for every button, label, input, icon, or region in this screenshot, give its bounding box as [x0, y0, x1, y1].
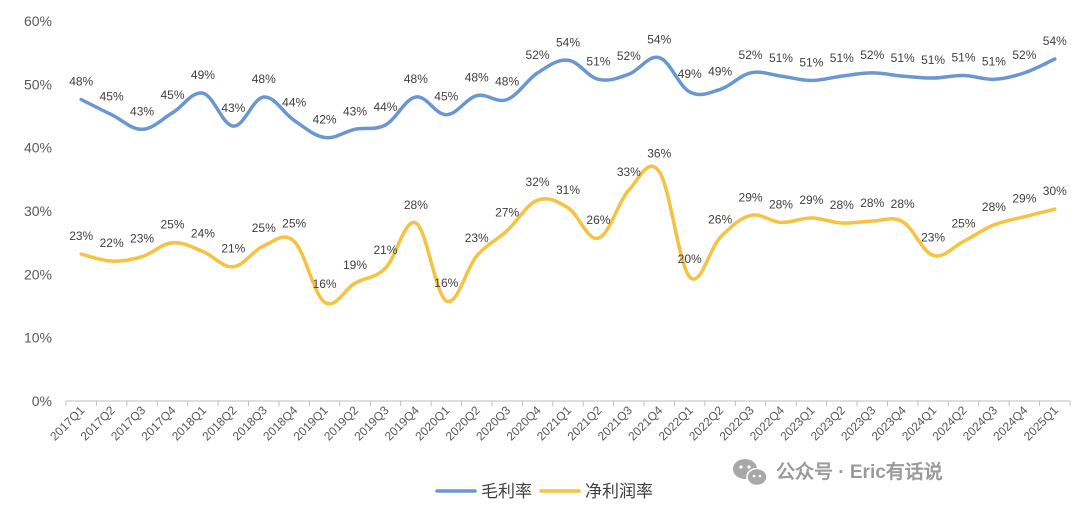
data-label-net-margin: 23% — [69, 229, 93, 243]
data-label-net-margin: 25% — [951, 216, 975, 230]
data-label-net-margin: 25% — [160, 218, 184, 232]
data-label-gross-margin: 48% — [252, 72, 276, 86]
data-label-gross-margin: 49% — [191, 68, 215, 82]
data-label-net-margin: 26% — [586, 213, 610, 227]
data-label-net-margin: 23% — [465, 231, 489, 245]
data-label-gross-margin: 51% — [799, 56, 823, 70]
data-label-net-margin: 16% — [313, 277, 337, 291]
data-label-net-margin: 24% — [191, 227, 215, 241]
data-label-gross-margin: 52% — [526, 48, 550, 62]
data-label-gross-margin: 54% — [556, 35, 580, 49]
data-label-gross-margin: 51% — [830, 51, 854, 65]
data-label-gross-margin: 54% — [1043, 34, 1067, 48]
data-label-net-margin: 29% — [799, 193, 823, 207]
data-label-net-margin: 19% — [343, 258, 367, 272]
data-label-net-margin: 28% — [404, 198, 428, 212]
data-label-gross-margin: 48% — [495, 75, 519, 89]
watermark: 公众号 · Eric有话说 — [733, 459, 943, 487]
data-label-gross-margin: 51% — [921, 53, 945, 67]
data-label-gross-margin: 51% — [586, 54, 610, 68]
data-label-net-margin: 36% — [647, 147, 671, 161]
data-label-gross-margin: 43% — [343, 104, 367, 118]
data-label-gross-margin: 44% — [282, 95, 306, 109]
y-tick-label: 30% — [24, 203, 52, 219]
y-tick-label: 50% — [24, 76, 52, 92]
data-label-gross-margin: 48% — [465, 71, 489, 85]
data-label-net-margin: 31% — [556, 183, 580, 197]
x-tick-label: 2025Q1 — [1021, 403, 1061, 443]
data-label-gross-margin: 51% — [982, 54, 1006, 68]
data-label-gross-margin: 52% — [860, 48, 884, 62]
data-label-net-margin: 21% — [373, 243, 397, 257]
data-label-net-margin: 16% — [434, 276, 458, 290]
legend-item-net-margin: 净利润率 — [539, 482, 653, 501]
legend-label-gross-margin: 毛利率 — [481, 482, 532, 501]
y-tick-label: 20% — [24, 266, 52, 282]
data-label-gross-margin: 51% — [891, 51, 915, 65]
data-label-net-margin: 33% — [617, 165, 641, 179]
data-label-gross-margin: 54% — [647, 33, 671, 47]
y-tick-label: 40% — [24, 140, 52, 156]
x-axis: 2017Q12017Q22017Q32017Q42018Q12018Q22018… — [47, 400, 1071, 443]
data-label-net-margin: 28% — [769, 197, 793, 211]
data-label-gross-margin: 52% — [739, 48, 763, 62]
y-tick-label: 0% — [32, 393, 52, 409]
series-layer — [79, 55, 1057, 306]
data-label-gross-margin: 48% — [404, 72, 428, 86]
data-label-gross-margin: 45% — [160, 88, 184, 102]
data-label-net-margin: 23% — [130, 232, 154, 246]
watermark-text: 公众号 · Eric有话说 — [776, 460, 943, 483]
series-line-gross-margin — [79, 55, 1057, 140]
data-label-net-margin: 21% — [221, 242, 245, 256]
series-line-net-margin — [79, 164, 1057, 306]
data-label-gross-margin: 45% — [434, 90, 458, 104]
data-label-gross-margin: 49% — [708, 64, 732, 78]
data-label-net-margin: 29% — [739, 190, 763, 204]
data-label-net-margin: 20% — [678, 252, 702, 266]
legend-item-gross-margin: 毛利率 — [435, 482, 532, 501]
data-label-net-margin: 22% — [100, 236, 124, 250]
data-label-gross-margin: 43% — [221, 101, 245, 115]
y-tick-label: 10% — [24, 330, 52, 346]
data-label-gross-margin: 43% — [130, 104, 154, 118]
y-axis: 0% 10% 20% 30% 40% 50% 60% — [24, 13, 52, 409]
data-label-gross-margin: 52% — [1012, 48, 1036, 62]
legend: 毛利率 净利润率 — [435, 482, 653, 501]
data-labels: 48% 45% 43% 45% 49% 43% 48% 44% 42% 43% 44% 48% 45% 4… — [69, 33, 1067, 291]
data-label-net-margin: 29% — [1012, 192, 1036, 206]
legend-label-net-margin: 净利润率 — [585, 482, 653, 501]
y-tick-label: 60% — [24, 13, 52, 29]
data-label-gross-margin: 48% — [69, 75, 93, 89]
data-label-net-margin: 32% — [526, 175, 550, 189]
data-label-net-margin: 23% — [921, 230, 945, 244]
data-label-gross-margin: 51% — [951, 50, 975, 64]
data-label-net-margin: 26% — [708, 213, 732, 227]
data-label-net-margin: 30% — [1043, 184, 1067, 198]
wechat-icon — [733, 459, 768, 487]
data-label-net-margin: 28% — [891, 197, 915, 211]
data-label-gross-margin: 49% — [678, 67, 702, 81]
data-label-net-margin: 28% — [830, 198, 854, 212]
data-label-net-margin: 25% — [252, 221, 276, 235]
data-label-gross-margin: 44% — [373, 100, 397, 114]
data-label-net-margin: 25% — [282, 216, 306, 230]
data-label-gross-margin: 52% — [617, 49, 641, 63]
data-label-gross-margin: 42% — [313, 113, 337, 127]
data-label-gross-margin: 51% — [769, 51, 793, 65]
data-label-gross-margin: 45% — [100, 90, 124, 104]
data-label-net-margin: 28% — [982, 200, 1006, 214]
data-label-net-margin: 28% — [860, 196, 884, 210]
data-label-net-margin: 27% — [495, 206, 519, 220]
